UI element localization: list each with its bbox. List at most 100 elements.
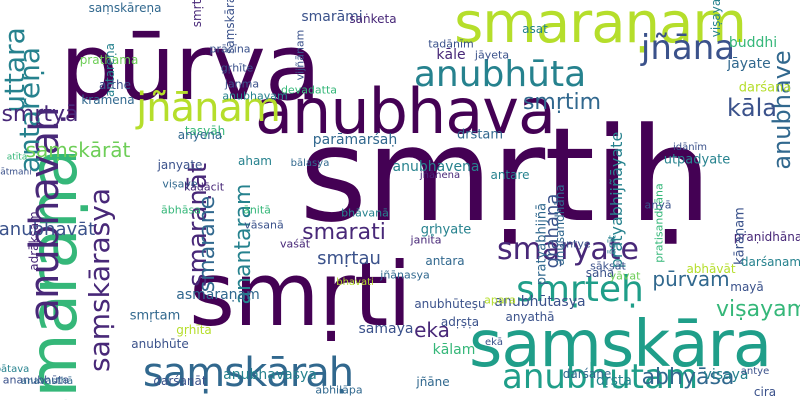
cloud-word: bhavati	[336, 277, 374, 288]
cloud-word: smṛti	[189, 243, 412, 346]
cloud-word: kadācit	[183, 180, 225, 194]
cloud-word: darśanam	[740, 255, 800, 269]
cloud-word: asmaraṇam	[176, 287, 260, 303]
cloud-word: vāsanā	[244, 218, 284, 232]
cloud-word: jñānasya	[380, 268, 430, 282]
cloud-word: praṇidhāna	[733, 230, 800, 244]
cloud-word: saṃskāraḥ	[142, 350, 354, 396]
cloud-word: prācīna	[209, 42, 251, 56]
cloud-word: utpadyate	[663, 152, 731, 168]
cloud-word: anyā	[644, 198, 672, 212]
cloud-word: jñāna	[640, 28, 736, 68]
cloud-word: adṛṣṭa	[440, 315, 480, 329]
cloud-word: ānitā	[243, 203, 271, 217]
cloud-word: saṃskārāt	[25, 138, 131, 162]
cloud-word: ābhāsa	[161, 203, 201, 217]
cloud-word: darśane	[562, 367, 612, 381]
cloud-word: cira	[753, 385, 777, 399]
cloud-word: anubhavāt	[0, 219, 96, 240]
cloud-word: apara	[484, 293, 516, 307]
cloud-word: bhāvanā	[341, 206, 389, 220]
cloud-word: smṛtyā	[1, 102, 79, 127]
cloud-word: aham	[237, 154, 273, 168]
cloud-word: bālasya	[290, 158, 330, 169]
cloud-word: ananubhūta	[2, 373, 70, 387]
cloud-word: anubhavasya	[223, 367, 317, 383]
cloud-word: janyate	[157, 158, 203, 172]
cloud-word: kālam	[432, 342, 476, 358]
cloud-word: pratisandhāna	[652, 183, 666, 263]
cloud-word: anyena	[177, 128, 223, 142]
cloud-word: smarāmi	[301, 9, 363, 25]
cloud-word: smarati	[302, 220, 386, 245]
cloud-word: smṛtim	[522, 90, 602, 115]
cloud-word: smṛtau	[317, 248, 381, 269]
cloud-word: antye	[559, 237, 591, 251]
cloud-word: jñānam	[136, 85, 281, 131]
cloud-word: anubhavena	[392, 159, 480, 175]
cloud-word: pratyabhijñā	[534, 202, 550, 286]
cloud-word: abhyāsa	[641, 365, 735, 390]
cloud-word: gṛhīta	[176, 323, 212, 337]
cloud-word: jāyate	[727, 56, 771, 72]
cloud-word: arthe	[99, 78, 131, 92]
cloud-word: āsīt	[605, 235, 619, 255]
cloud-word: saṃskārasya	[83, 188, 116, 372]
cloud-word: anubhūte	[131, 337, 189, 351]
cloud-word: viṣaye	[162, 177, 198, 191]
cloud-word: viṣaya	[703, 367, 749, 383]
cloud-word: anusandhāna	[553, 184, 567, 266]
cloud-word: sākṣāt	[590, 259, 626, 273]
cloud-word: yāvat	[609, 269, 641, 283]
cloud-word: darśana	[738, 80, 792, 96]
cloud-word: saha	[585, 266, 615, 280]
cloud-word: anubhava	[255, 75, 556, 148]
cloud-word: anubhūta	[413, 54, 587, 95]
cloud-word: kramena	[81, 93, 135, 107]
cloud-word: samaya	[358, 321, 414, 337]
cloud-word: anubhūtasya	[494, 294, 586, 310]
cloud-word: anubhavam	[222, 89, 288, 103]
cloud-word: antara	[425, 254, 465, 268]
cloud-word: idānīm	[672, 142, 708, 153]
cloud-word: eka	[414, 318, 450, 342]
cloud-word: saṅketa	[349, 12, 397, 26]
cloud-word: atīta	[6, 152, 28, 163]
cloud-word: devadatta	[280, 83, 338, 97]
cloud-word: asat	[522, 22, 548, 36]
cloud-word: vijñānam	[293, 29, 307, 81]
cloud-word: ātmani	[0, 167, 32, 178]
cloud-word: janma	[224, 77, 260, 91]
cloud-word: smṛteḥ	[516, 269, 644, 310]
cloud-word: viṣaya	[709, 0, 723, 38]
cloud-word: viṣayam	[715, 297, 800, 322]
cloud-word: jñāne	[416, 375, 450, 389]
cloud-word: janita	[410, 233, 442, 247]
cloud-word: drstam	[456, 127, 504, 143]
cloud-word: kāle	[436, 47, 466, 63]
cloud-word: smaryate	[497, 232, 639, 267]
cloud-word: smṛtiḥ	[190, 0, 204, 28]
cloud-word: saṃskāreṇa	[88, 1, 162, 15]
cloud-word: antye	[740, 366, 770, 377]
cloud-word: kāla	[727, 94, 777, 122]
cloud-word: tasyāḥ	[184, 124, 226, 138]
cloud-word: jāyeta	[474, 48, 510, 62]
cloud-word: adrākṣam	[27, 211, 41, 271]
cloud-word: abhilāpa	[315, 383, 363, 397]
cloud-word: ekā	[484, 337, 504, 348]
cloud-word: smṛtam	[129, 308, 181, 324]
cloud-word: jñānena	[419, 170, 461, 181]
cloud-word: anubhūtam	[502, 357, 698, 397]
cloud-word: dṛṣṭa	[595, 373, 633, 389]
cloud-word: pūrvam	[652, 267, 730, 291]
cloud-word: saṃskāra	[468, 308, 772, 382]
cloud-word: buddhi	[728, 35, 778, 51]
cloud-word: smṛtiḥ	[299, 99, 711, 251]
cloud-word: smaraṇam	[454, 0, 747, 56]
cloud-word: anubhūteṣu	[414, 297, 486, 311]
cloud-word: mayā	[730, 280, 764, 294]
cloud-word: prathama	[79, 53, 139, 67]
cloud-word: anavasthā	[20, 376, 74, 387]
